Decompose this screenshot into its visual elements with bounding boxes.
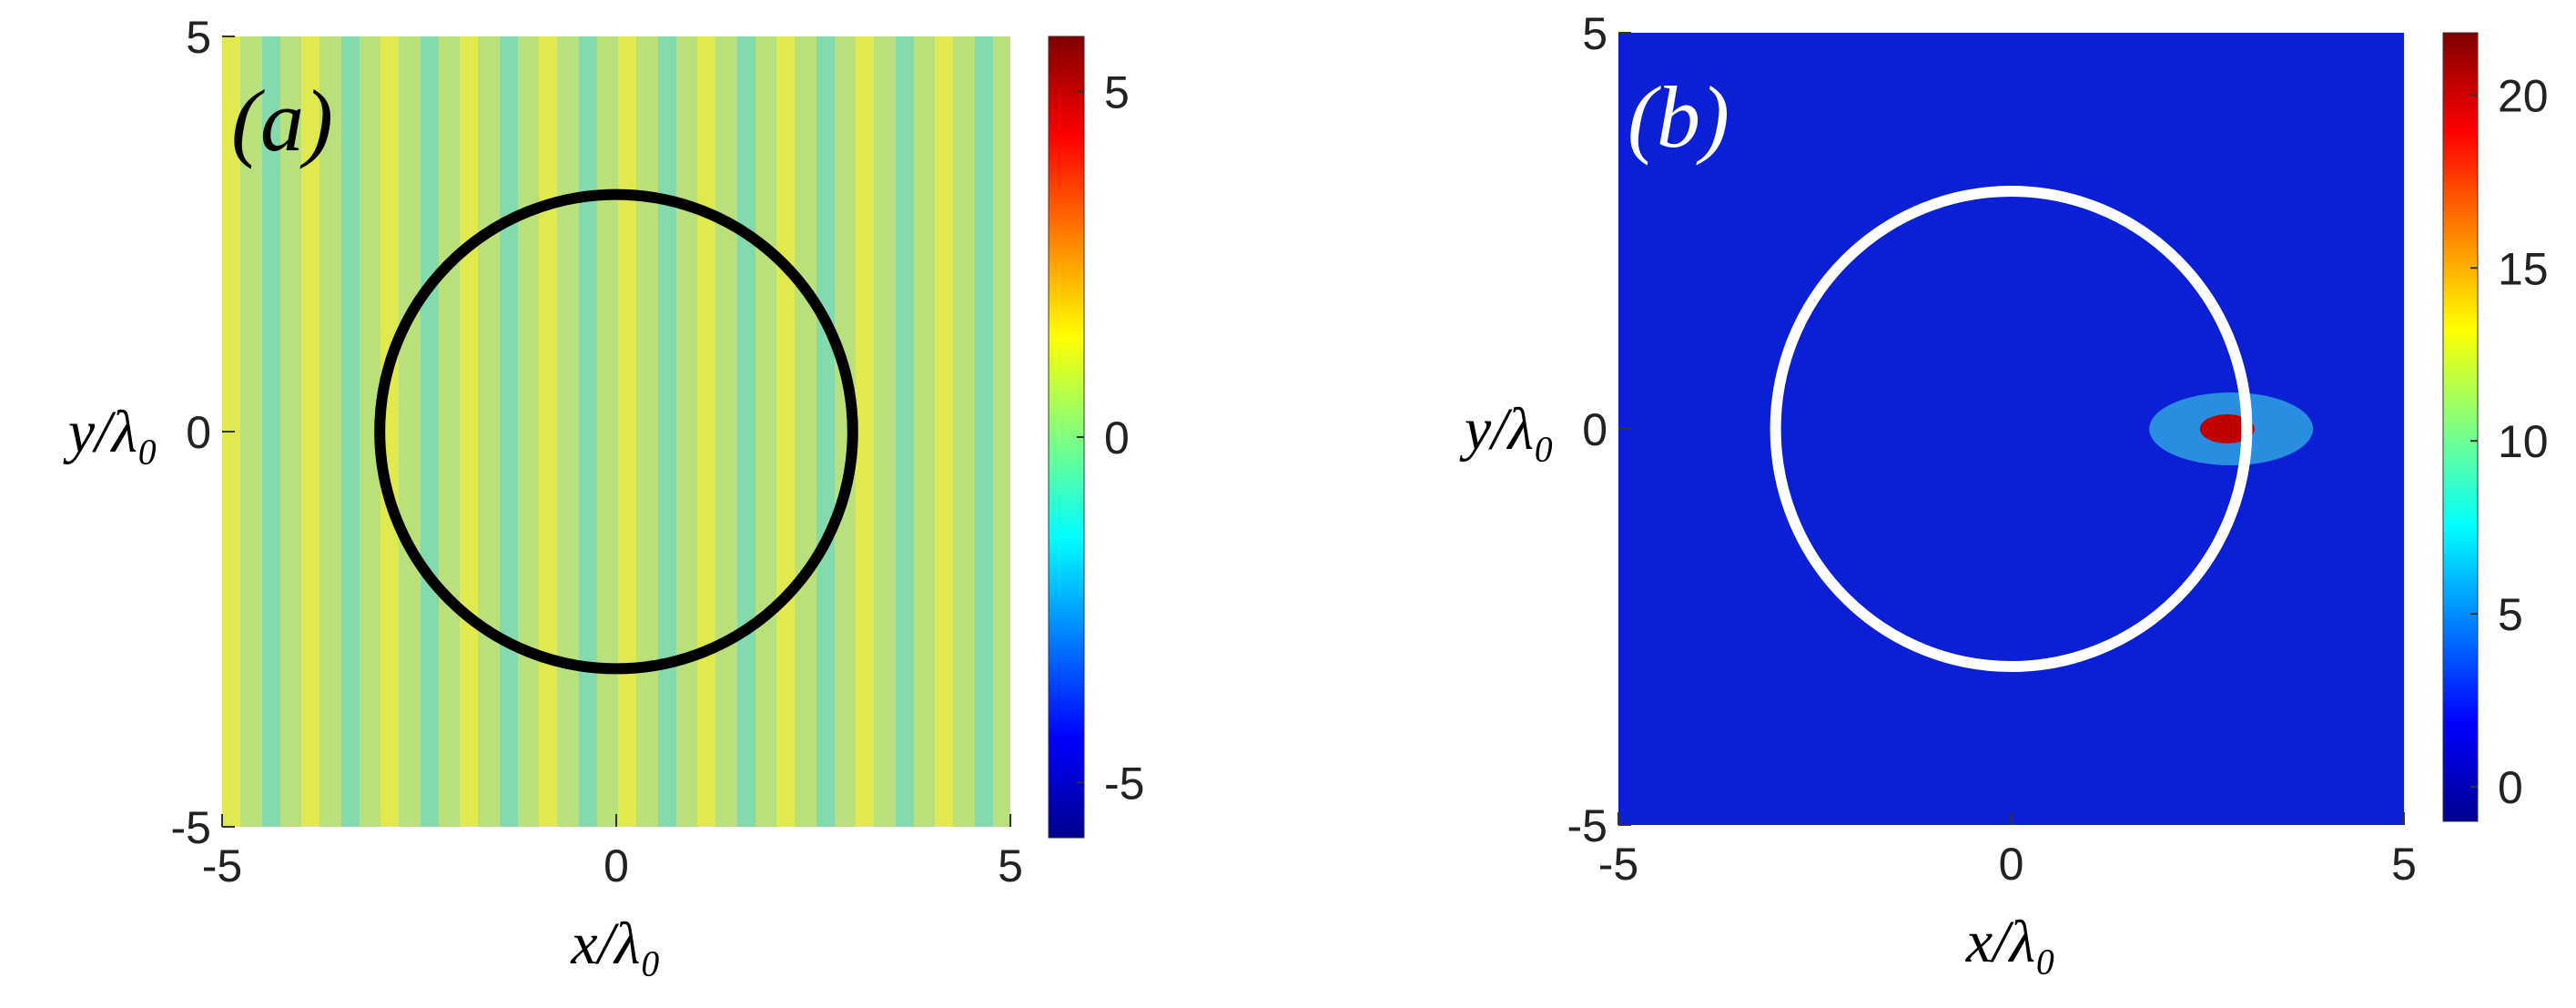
x-tick-label: -5: [1598, 839, 1638, 890]
colorbar-tick-label: 20: [2498, 70, 2549, 121]
y-tick-label: 0: [1582, 404, 1607, 455]
colorbar-tick-label: 5: [1104, 67, 1130, 118]
scatterer-outline: [374, 188, 858, 675]
x-axis-label: x/λ₀: [1965, 909, 2056, 975]
x-tick-label: 5: [2391, 839, 2417, 890]
x-tick-label: 0: [603, 840, 629, 891]
colorbar-tick-label: -5: [1104, 758, 1144, 809]
panel-label: (a): [231, 72, 333, 169]
y-tick-label: -5: [1567, 800, 1607, 851]
colorbar: [2442, 32, 2479, 822]
y-axis-label: y/λ₀: [1459, 396, 1555, 463]
panel-label: (b): [1628, 68, 1729, 166]
colorbar-tick-label: 10: [2498, 416, 2549, 467]
y-tick-label: -5: [171, 802, 211, 853]
x-tick-label: -5: [202, 840, 242, 891]
colorbar-tick-label: 15: [2498, 243, 2549, 294]
colorbar-tick-label: 0: [1104, 412, 1130, 463]
hotspot: [2199, 414, 2255, 443]
colorbar-tick-label: 5: [2498, 589, 2523, 640]
x-axis-label: x/λ₀: [570, 911, 661, 977]
y-tick-label: 5: [1582, 8, 1607, 59]
x-tick-label: 0: [1999, 839, 2024, 890]
scatterer-outline: [1770, 186, 2253, 672]
y-axis-label: y/λ₀: [63, 399, 158, 465]
x-tick-label: 5: [998, 840, 1023, 891]
y-tick-label: 5: [186, 12, 211, 63]
y-tick-label: 0: [186, 407, 211, 458]
heatmap-texture: [222, 36, 1010, 827]
colorbar-tick-label: 0: [2498, 762, 2523, 813]
